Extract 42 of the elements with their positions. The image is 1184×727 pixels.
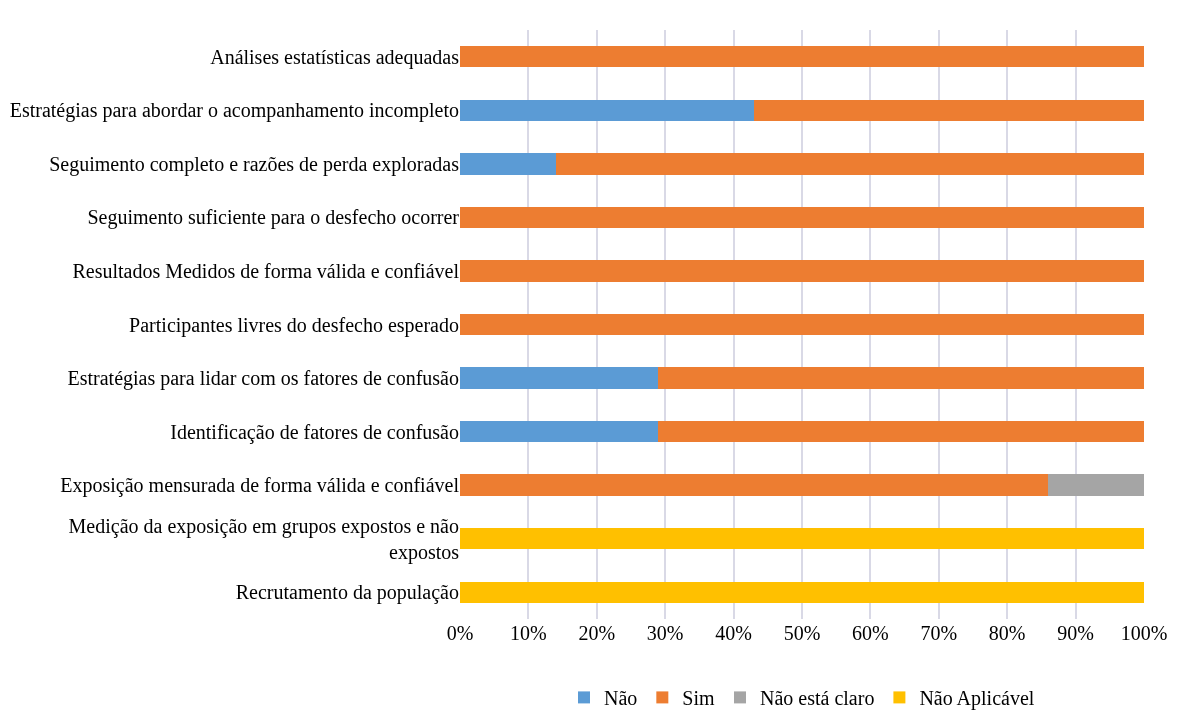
bar — [460, 527, 1144, 550]
bar — [658, 420, 1144, 443]
bar — [460, 46, 1144, 68]
y-tick-label: Medição da exposição em grupos expostos e não expostos — [68, 514, 460, 564]
legend-label: Não Aplicável — [919, 687, 1035, 711]
x-tick-label: 70% — [920, 622, 958, 644]
bar — [460, 581, 1144, 603]
bar — [754, 99, 1144, 122]
legend-label: Não — [604, 687, 638, 710]
y-tick-label: Seguimento completo e razões de perda exploradas — [49, 152, 460, 176]
legend-label: Sim — [682, 687, 716, 710]
bar — [460, 474, 1049, 496]
bar — [460, 420, 659, 443]
y-tick-label: Estratégias para abordar o acompanhamento incompleto — [9, 99, 459, 123]
y-tick-label: Estratégias para lidar com os fatores de confusão — [67, 367, 459, 391]
x-tick-label: 30% — [646, 622, 684, 644]
y-tick-label: Identificação de fatores de confusão — [170, 420, 459, 444]
x-tick-label: 40% — [715, 622, 752, 644]
x-tick-label: 90% — [1057, 622, 1094, 644]
y-tick-label: Seguimento suficiente para o desfecho ocorrer — [87, 206, 460, 230]
x-tick-label: 10% — [510, 622, 547, 644]
y-tick-label: Resultados Medidos de forma válida e confiável — [72, 259, 460, 282]
y-tick-label: Análises estatísticas adequadas — [210, 45, 460, 69]
bar — [1048, 474, 1144, 496]
legend-label: Não está claro — [760, 687, 875, 710]
x-tick-label: 0% — [446, 622, 474, 644]
bar — [460, 206, 1144, 229]
bar — [555, 153, 1144, 175]
bar — [658, 367, 1144, 389]
bar — [460, 99, 755, 122]
bar — [460, 313, 1144, 336]
bar — [460, 260, 1144, 282]
y-tick-label: Recrutamento da população — [235, 581, 459, 605]
x-tick-label: 60% — [852, 622, 889, 644]
y-tick-label: Participantes livres do desfecho esperado — [129, 313, 459, 337]
x-tick-label: 80% — [988, 622, 1026, 644]
x-tick-label: 50% — [783, 622, 821, 644]
x-tick-label: 100% — [1120, 622, 1168, 644]
y-tick-label: Exposição mensurada de forma válida e confiável — [60, 474, 460, 498]
x-tick-label: 20% — [578, 622, 616, 644]
bar — [460, 153, 556, 175]
bar — [460, 367, 659, 389]
